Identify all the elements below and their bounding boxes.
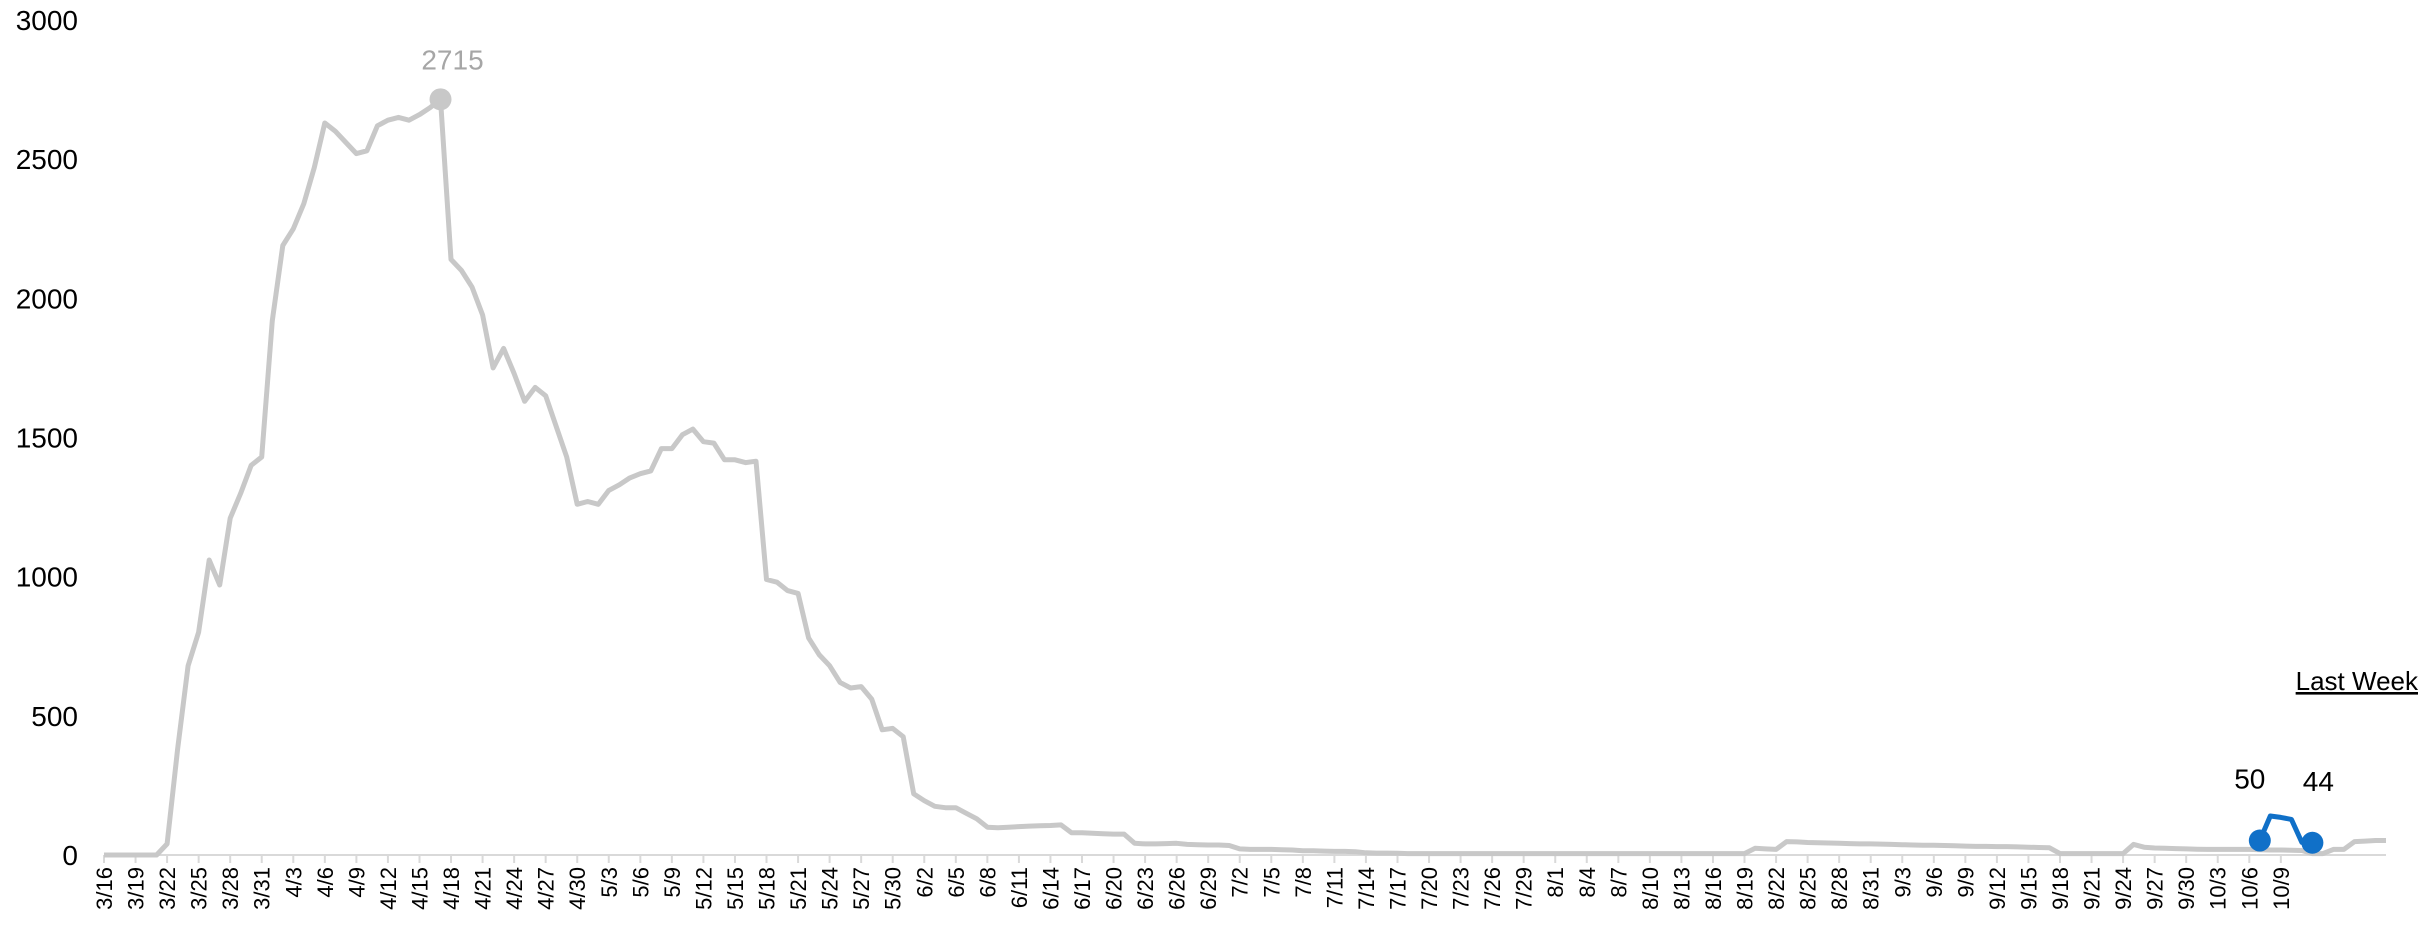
x-tick-label: 3/31 [250, 867, 275, 910]
x-tick-label: 6/23 [1133, 867, 1158, 910]
x-tick-label: 4/18 [439, 867, 464, 910]
series-layer [104, 96, 2386, 858]
x-tick-label: 9/3 [1890, 867, 1915, 898]
x-tick-label: 9/6 [1922, 867, 1947, 898]
y-tick-label: 3000 [16, 5, 78, 36]
x-tick-label: 5/24 [818, 867, 843, 910]
x-tick-label: 7/17 [1385, 867, 1410, 910]
x-tick-label: 8/1 [1543, 867, 1568, 898]
x-tick-label: 4/9 [344, 867, 369, 898]
x-tick-label: 6/29 [1196, 867, 1221, 910]
x-tick-label: 9/15 [2016, 867, 2041, 910]
x-tick-label: 8/13 [1669, 867, 1694, 910]
x-tick-label: 10/6 [2237, 867, 2262, 910]
last-week-marker [2301, 831, 2324, 854]
x-tick-label: 3/22 [155, 867, 180, 910]
x-tick-label: 9/18 [2048, 867, 2073, 910]
x-tick-label: 7/5 [1259, 867, 1284, 898]
x-tick-label: 8/31 [1859, 867, 1884, 910]
x-tick-label: 8/22 [1764, 867, 1789, 910]
x-tick-label: 6/11 [1007, 867, 1032, 908]
data-markers [429, 88, 2324, 854]
x-tick-label: 3/19 [124, 867, 149, 910]
x-tick-label: 4/27 [534, 867, 559, 910]
x-tick-label: 7/20 [1417, 867, 1442, 910]
x-tick-label: 7/26 [1480, 867, 1505, 910]
last-week-marker [2248, 829, 2271, 852]
x-tick-label: 8/28 [1827, 867, 1852, 910]
x-tick-label: 6/26 [1165, 867, 1190, 910]
x-tick-label: 6/20 [1102, 867, 1127, 910]
x-tick-label: 4/15 [407, 867, 432, 910]
annotations: 2715 50 44 Last Week [421, 44, 2419, 796]
x-tick-label: 5/15 [723, 867, 748, 910]
x-tick-label: 9/24 [2111, 867, 2136, 910]
x-tick-label: 7/23 [1449, 867, 1474, 910]
x-tick-label: 8/16 [1701, 867, 1726, 910]
y-tick-label: 2000 [16, 283, 78, 314]
x-tick-label: 5/27 [849, 867, 874, 910]
x-tick-label: 3/16 [92, 867, 117, 910]
x-tick-label: 4/21 [471, 867, 496, 910]
x-tick-label: 5/21 [786, 867, 811, 910]
x-tick-label: 9/21 [2080, 867, 2105, 910]
peak-value-label: 2715 [421, 44, 483, 75]
x-tick-label: 8/25 [1796, 867, 1821, 910]
y-tick-label: 2500 [16, 144, 78, 175]
x-tick-label: 4/6 [313, 867, 338, 898]
y-axis: 0 500 1000 1500 2000 2500 3000 [16, 5, 78, 871]
last-week-value-label: 44 [2303, 766, 2334, 797]
x-tick-label: 4/3 [281, 867, 306, 898]
x-tick-label: 7/11 [1322, 867, 1347, 908]
x-tick-label: 7/8 [1291, 867, 1316, 898]
y-tick-label: 1500 [16, 423, 78, 454]
x-tick-label: 6/14 [1038, 867, 1063, 910]
x-tick-label: 9/27 [2143, 867, 2168, 910]
x-tick-label: 8/4 [1575, 867, 1600, 898]
x-tick-label: 8/7 [1606, 867, 1631, 898]
x-tick-label: 10/3 [2206, 867, 2231, 910]
peak-marker [429, 88, 452, 111]
last-week-value-label: 50 [2234, 764, 2265, 795]
x-tick-label: 6/8 [975, 867, 1000, 898]
x-tick-label: 5/18 [755, 867, 780, 910]
x-tick-label: 4/12 [376, 867, 401, 910]
x-tick-label: 6/5 [944, 867, 969, 898]
x-tick-label: 6/2 [912, 867, 937, 898]
x-tick-label: 3/28 [218, 867, 243, 910]
x-axis: 3/16 3/19 3/22 3/25 3/28 3/31 4/3 4/6 4/9 4/12 4/1… [92, 854, 2386, 910]
last-week-label: Last Week [2296, 666, 2419, 696]
x-tick-label: 5/3 [597, 867, 622, 898]
y-tick-label: 1000 [16, 562, 78, 593]
x-tick-label: 5/6 [628, 867, 653, 898]
x-tick-label: 7/29 [1512, 867, 1537, 910]
x-tick-label: 9/9 [1953, 867, 1978, 898]
y-tick-label: 0 [62, 840, 78, 871]
x-tick-label: 10/9 [2269, 867, 2294, 910]
x-tick-label: 7/2 [1228, 867, 1253, 898]
x-tick-label: 5/30 [881, 867, 906, 910]
x-tick-label: 4/24 [502, 867, 527, 910]
x-tick-label: 3/25 [187, 867, 212, 910]
x-tick-label: 5/9 [660, 867, 685, 898]
x-tick-label: 9/30 [2174, 867, 2199, 910]
x-tick-label: 8/19 [1733, 867, 1758, 910]
x-tick-label: 5/12 [691, 867, 716, 910]
x-tick-label: 9/12 [1985, 867, 2010, 910]
x-tick-label: 7/14 [1354, 867, 1379, 910]
x-tick-label: 6/17 [1070, 867, 1095, 910]
x-tick-label: 8/10 [1638, 867, 1663, 910]
x-tick-label: 4/30 [565, 867, 590, 910]
y-tick-label: 500 [31, 701, 78, 732]
series-main-line [104, 96, 2386, 858]
